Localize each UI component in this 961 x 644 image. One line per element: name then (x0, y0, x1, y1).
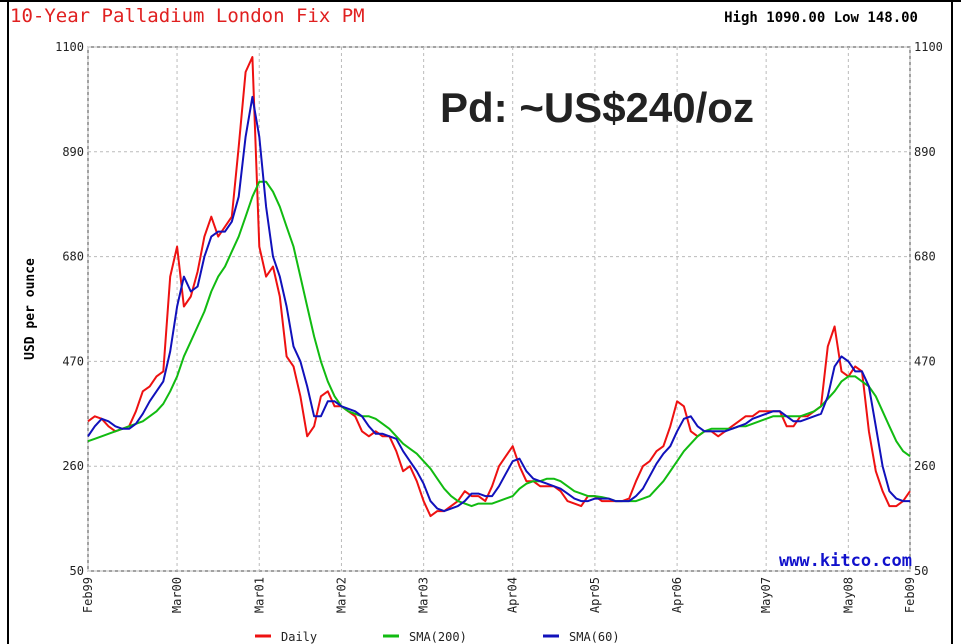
x-tick-label: Feb99 (81, 577, 95, 613)
x-tick-label: May08 (841, 577, 855, 613)
plot-area: 50 50 260 260 470 470 680 680 890 890 1100 1100 Feb9… (55, 40, 943, 613)
x-tick-label: Mar01 (252, 577, 266, 613)
x-tick-label: Apr06 (670, 577, 684, 613)
y-tick-label: 470 (62, 354, 84, 368)
y2-tick-label: 470 (914, 354, 936, 368)
x-tick-label: Mar02 (334, 577, 348, 613)
y-tick-label: 1100 (55, 40, 84, 54)
annotation: Pd: ~US$240/oz (440, 84, 754, 131)
x-tick-label: Apr05 (588, 577, 602, 613)
x-tick-label: Feb09 (903, 577, 917, 613)
y2-tick-label: 260 (914, 459, 936, 473)
x-tick-label: Mar03 (417, 577, 431, 613)
y-tick-label: 260 (62, 459, 84, 473)
legend-label: Daily (281, 630, 317, 644)
x-tick-label: Mar00 (170, 577, 184, 613)
y-tick-label: 50 (70, 564, 84, 578)
x-tick-label: May07 (759, 577, 773, 613)
y-tick-label: 890 (62, 145, 84, 159)
y-axis-label: USD per ounce (23, 258, 38, 360)
y2-tick-label: 890 (914, 145, 936, 159)
y-tick-label: 680 (62, 250, 84, 264)
chart-subtitle: High 1090.00 Low 148.00 (724, 10, 918, 26)
y2-tick-label: 680 (914, 250, 936, 264)
y2-tick-label: 1100 (914, 40, 943, 54)
series-line (87, 180, 911, 508)
legend-label: SMA(60) (569, 630, 620, 644)
y2-tick-label: 50 (914, 564, 928, 578)
x-tick-label: Apr04 (506, 577, 520, 613)
plot-frame (87, 46, 911, 572)
chart-title: 10-Year Palladium London Fix PM (10, 5, 365, 27)
series-line (87, 95, 910, 513)
watermark: www.kitco.com (779, 551, 912, 571)
legend-label: SMA(200) (409, 630, 467, 644)
